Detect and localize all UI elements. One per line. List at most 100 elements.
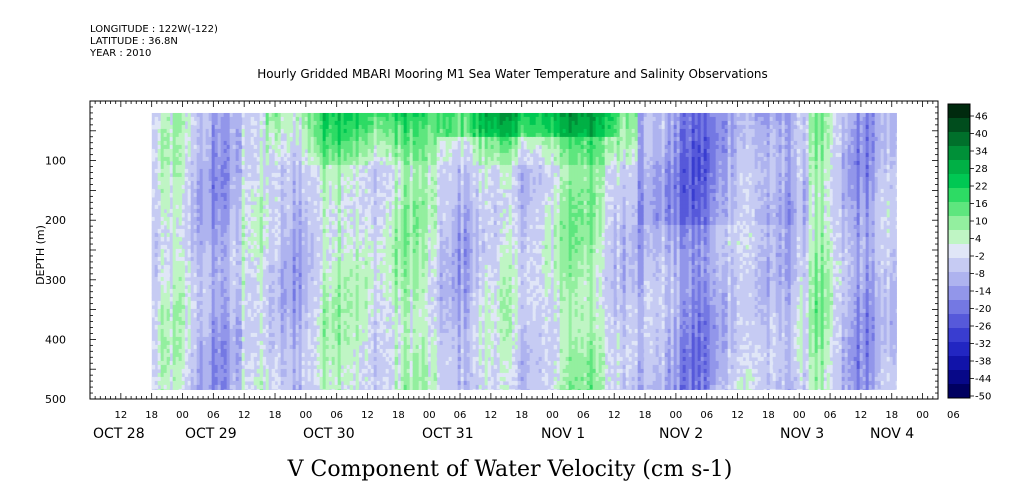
- heatmap-cell: [262, 220, 267, 226]
- heatmap-cell: [304, 324, 309, 330]
- heatmap-cell: [196, 292, 201, 298]
- heatmap-cell: [328, 272, 333, 278]
- heatmap-cell: [205, 356, 210, 362]
- heatmap-cell: [286, 372, 291, 378]
- heatmap-cell: [229, 124, 234, 130]
- heatmap-cell: [376, 156, 381, 162]
- heatmap-cell: [247, 348, 252, 354]
- heatmap-cell: [340, 260, 345, 266]
- heatmap-cell: [394, 196, 399, 202]
- heatmap-cell: [157, 276, 162, 282]
- heatmap-cell: [277, 248, 282, 254]
- heatmap-cell: [157, 332, 162, 338]
- heatmap-cell: [280, 280, 285, 286]
- heatmap-cell: [322, 128, 327, 134]
- heatmap-cell: [223, 220, 228, 226]
- heatmap-cell: [376, 172, 381, 178]
- heatmap-cell: [160, 192, 165, 198]
- heatmap-cell: [220, 144, 225, 150]
- heatmap-cell: [220, 344, 225, 350]
- heatmap-cell: [337, 176, 342, 182]
- heatmap-cell: [394, 132, 399, 138]
- heatmap-cell: [226, 312, 231, 318]
- heatmap-cell: [313, 112, 318, 118]
- heatmap-cell: [316, 132, 321, 138]
- heatmap-cell: [325, 288, 330, 294]
- heatmap-cell: [175, 264, 180, 270]
- heatmap-cell: [310, 276, 315, 282]
- heatmap-cell: [349, 240, 354, 246]
- heatmap-cell: [244, 120, 249, 126]
- heatmap-cell: [232, 192, 237, 198]
- heatmap-cell: [307, 264, 312, 270]
- heatmap-cell: [283, 124, 288, 130]
- heatmap-cell: [166, 148, 171, 154]
- heatmap-cell: [268, 244, 273, 250]
- heatmap-cell: [238, 128, 243, 134]
- heatmap-cell: [244, 252, 249, 258]
- heatmap-cell: [196, 312, 201, 318]
- heatmap-cell: [358, 372, 363, 378]
- heatmap-cell: [232, 228, 237, 234]
- heatmap-cell: [397, 160, 402, 166]
- heatmap-cell: [247, 140, 252, 146]
- heatmap-cell: [199, 144, 204, 150]
- heatmap-cell: [298, 248, 303, 254]
- heatmap-cell: [208, 272, 213, 278]
- heatmap-cell: [232, 296, 237, 302]
- heatmap-cell: [388, 112, 393, 118]
- heatmap-cell: [280, 144, 285, 150]
- heatmap-cell: [196, 248, 201, 254]
- heatmap-cell: [370, 208, 375, 214]
- heatmap-cell: [304, 228, 309, 234]
- heatmap-cell: [268, 228, 273, 234]
- heatmap-cell: [382, 264, 387, 270]
- heatmap-cell: [172, 252, 177, 258]
- heatmap-cell: [391, 260, 396, 266]
- heatmap-cell: [169, 212, 174, 218]
- heatmap-cell: [214, 380, 219, 386]
- heatmap-cell: [352, 280, 357, 286]
- heatmap-cell: [163, 340, 168, 346]
- heatmap-cell: [268, 372, 273, 378]
- heatmap-cell: [193, 312, 198, 318]
- heatmap-cell: [325, 200, 330, 206]
- heatmap-cell: [334, 224, 339, 230]
- heatmap-cell: [394, 316, 399, 322]
- heatmap-cell: [181, 184, 186, 190]
- heatmap-cell: [331, 176, 336, 182]
- heatmap-cell: [325, 220, 330, 226]
- heatmap-cell: [376, 264, 381, 270]
- heatmap-cell: [310, 388, 315, 391]
- heatmap-cell: [268, 348, 273, 354]
- heatmap-cell: [355, 188, 360, 194]
- heatmap-cell: [178, 328, 183, 334]
- heatmap-cell: [214, 364, 219, 370]
- heatmap-cell: [394, 324, 399, 330]
- heatmap-cell: [262, 256, 267, 262]
- heatmap-cell: [229, 256, 234, 262]
- heatmap-cell: [229, 384, 234, 390]
- heatmap-cell: [304, 336, 309, 342]
- heatmap-cell: [163, 352, 168, 358]
- heatmap-cell: [151, 224, 156, 230]
- heatmap-cell: [331, 156, 336, 162]
- heatmap-cell: [346, 128, 351, 134]
- heatmap-cell: [205, 200, 210, 206]
- heatmap-cell: [226, 384, 231, 390]
- heatmap-cell: [169, 320, 174, 326]
- heatmap-cell: [337, 288, 342, 294]
- heatmap-cell: [286, 204, 291, 210]
- heatmap-cell: [328, 148, 333, 154]
- heatmap-cell: [193, 156, 198, 162]
- heatmap-cell: [397, 164, 402, 170]
- heatmap-cell: [361, 212, 366, 218]
- heatmap-cell: [193, 144, 198, 150]
- heatmap-cell: [316, 348, 321, 354]
- heatmap-cell: [172, 380, 177, 386]
- heatmap-cell: [292, 144, 297, 150]
- heatmap-cell: [226, 320, 231, 326]
- heatmap-cell: [352, 132, 357, 138]
- heatmap-cell: [232, 220, 237, 226]
- heatmap-cell: [379, 368, 384, 374]
